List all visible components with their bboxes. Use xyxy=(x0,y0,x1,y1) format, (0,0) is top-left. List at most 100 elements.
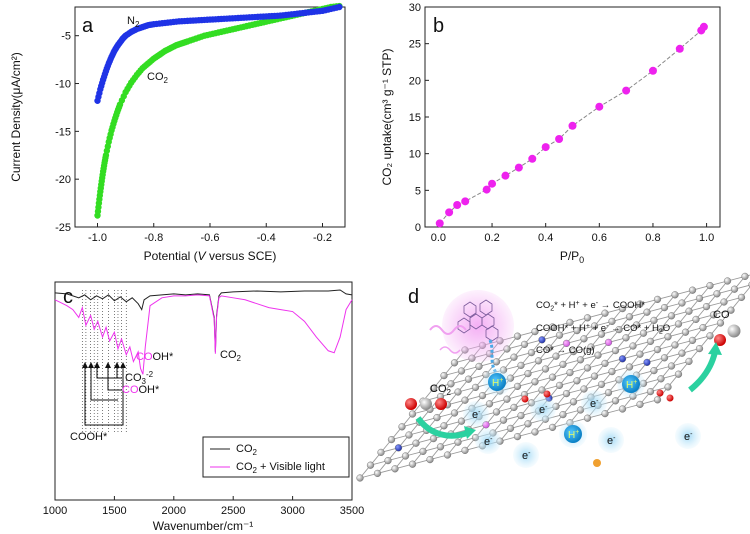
lattice-atom xyxy=(723,277,732,285)
y-tick-label: -25 xyxy=(55,222,71,234)
lattice-atom xyxy=(601,309,609,317)
lattice-atom xyxy=(527,349,536,357)
proton-label: H+ xyxy=(568,429,579,441)
uptake-point xyxy=(568,121,577,130)
ir-line-co2 xyxy=(54,289,353,352)
lattice-atom xyxy=(499,416,508,424)
lattice-atom xyxy=(555,331,564,339)
panel-d-diagram: d CO2* + H+ + e- → COOH* COOH* + H+ + e-… xyxy=(356,272,750,482)
x-tick-label: -1.0 xyxy=(88,232,107,244)
lattice-atom xyxy=(531,328,539,336)
lattice-atom xyxy=(678,349,686,357)
panel-a-chart: -1.0 -0.8 -0.6 -0.4 -0.2-25-20-15-10-5 a N2 … xyxy=(9,2,346,263)
y-tick-label: 25 xyxy=(409,39,421,51)
uptake-point xyxy=(445,208,454,217)
lattice-atom xyxy=(492,408,501,416)
lattice-atom xyxy=(639,329,648,337)
photosensitizer-glow xyxy=(442,290,514,362)
x-tick-label: 0.4 xyxy=(538,232,553,244)
lattice-atom xyxy=(440,372,448,380)
lattice-atom xyxy=(636,300,644,308)
lattice-atom xyxy=(548,373,557,381)
lattice-atom xyxy=(443,451,452,459)
panel-a-ylabel: Current Density(μA/cm²) xyxy=(9,52,23,182)
uptake-point xyxy=(453,201,462,209)
co2-molecule xyxy=(405,398,447,410)
lattice-atom xyxy=(737,293,746,302)
lattice-atom xyxy=(618,355,627,363)
y-tick-label: 30 xyxy=(409,2,421,14)
lattice-atom xyxy=(538,386,546,394)
data-point-n2 xyxy=(336,3,343,11)
lattice-atom xyxy=(657,375,665,383)
panel-b-chart: 0.0 0.2 0.4 0.6 0.8 1.0 0 5 10 15 20 25 30 b P/P0 CO… xyxy=(380,2,721,265)
light-wave-icon-2 xyxy=(439,346,461,354)
lattice-atom xyxy=(646,337,655,346)
lattice-atom xyxy=(457,367,466,375)
lattice-atom xyxy=(632,321,641,329)
uptake-point xyxy=(482,185,491,194)
bracket-arrowheads xyxy=(82,362,126,368)
x-tick-label: 0.0 xyxy=(431,232,446,244)
lattice-atom xyxy=(447,380,455,388)
proton-sphere xyxy=(564,425,582,443)
lattice-atom xyxy=(531,428,539,436)
lattice-atom xyxy=(419,447,427,456)
lattice-atom xyxy=(671,291,679,299)
lattice-atom xyxy=(692,315,700,324)
lattice-atom xyxy=(646,388,655,396)
lattice-atom xyxy=(538,336,546,344)
panel-d-label: d xyxy=(408,286,419,308)
lattice-atom xyxy=(545,344,553,352)
uptake-point xyxy=(595,102,604,111)
lattice-atom xyxy=(604,338,613,347)
uptake-point xyxy=(488,179,497,188)
uptake-point xyxy=(514,163,523,172)
y-tick-label: 20 xyxy=(409,75,421,87)
lattice-atom xyxy=(674,370,683,378)
lattice-atom xyxy=(394,444,403,452)
co-desorption-arrow xyxy=(688,351,718,393)
photosensitizer-molecule xyxy=(457,299,499,342)
uptake-point xyxy=(648,66,657,75)
lattice-atom xyxy=(688,336,697,345)
electron-label: e- xyxy=(590,398,599,410)
lattice-atom xyxy=(636,400,644,409)
y-tick-label: -20 xyxy=(55,174,71,186)
lattice-atom xyxy=(454,388,462,396)
lattice-atom xyxy=(706,332,714,340)
lattice-atom xyxy=(643,308,651,316)
lattice-atom xyxy=(583,364,592,372)
lattice-atom xyxy=(730,285,739,293)
x-tick-label: 0.2 xyxy=(484,232,499,244)
x-tick-label: -0.4 xyxy=(257,232,276,244)
lattice-atom xyxy=(583,314,592,322)
co-desorption-arrowhead xyxy=(708,342,722,355)
oxygen-atom xyxy=(656,389,664,397)
lattice-atom xyxy=(457,417,466,425)
equation-1: CO2* + H+ + e- → COOH* xyxy=(536,300,645,313)
cooh-label-top: COOH* xyxy=(136,351,174,363)
lattice-atom xyxy=(426,456,434,464)
lattice-atom xyxy=(664,383,672,391)
y-tick-label: 15 xyxy=(409,112,421,124)
lattice-atom xyxy=(464,375,473,383)
electron-glow xyxy=(475,428,501,454)
lattice-atom xyxy=(650,367,658,375)
x-tick-label: 1.0 xyxy=(699,232,714,244)
lattice-atom xyxy=(695,294,704,303)
lattice-atom xyxy=(366,461,375,469)
lattice-atom xyxy=(548,423,557,432)
y-tick-label: 10 xyxy=(409,149,421,161)
co2-adsorption-arrowhead xyxy=(464,426,476,439)
orange-atom xyxy=(593,459,601,467)
lattice-atom xyxy=(716,319,725,327)
lattice-atom xyxy=(475,362,483,371)
lattice-atom xyxy=(513,332,522,340)
lattice-atom xyxy=(713,290,721,298)
lattice-atom xyxy=(678,299,686,307)
lattice-atom xyxy=(681,328,690,336)
lattice-atom xyxy=(569,348,578,356)
lattice-atom xyxy=(590,322,599,330)
lattice-atom xyxy=(513,433,522,441)
